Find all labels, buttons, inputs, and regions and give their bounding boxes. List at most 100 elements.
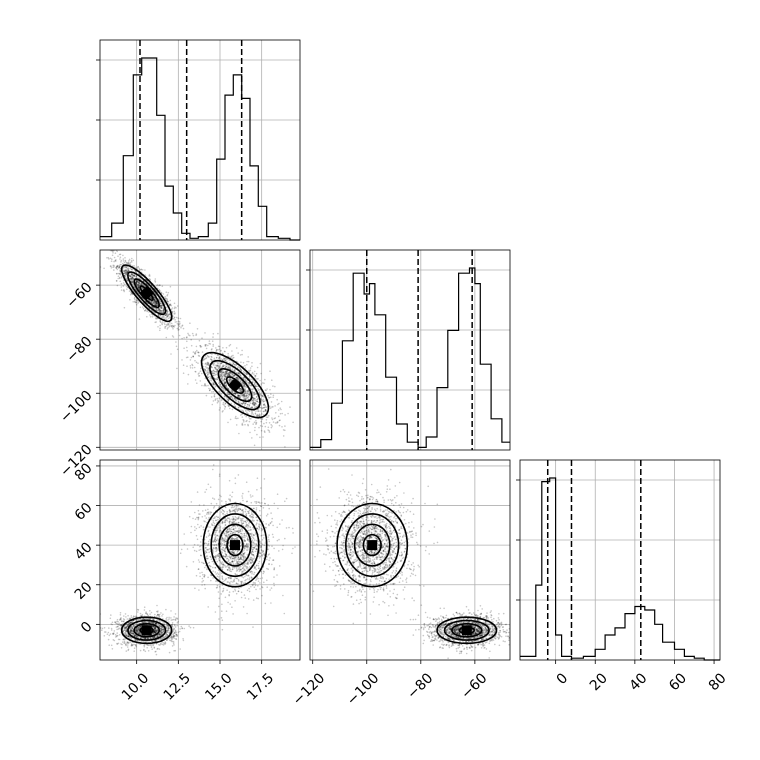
sample-point — [244, 410, 247, 412]
sample-point — [107, 631, 110, 634]
sample-point — [239, 387, 241, 390]
sample-point — [173, 616, 175, 618]
sample-point — [125, 629, 128, 631]
sample-point — [244, 383, 246, 386]
sample-point — [132, 278, 135, 280]
sample-point — [154, 302, 156, 304]
sample-point — [254, 375, 257, 378]
sample-point — [225, 365, 228, 368]
sample-point — [135, 299, 138, 302]
sample-point — [243, 398, 246, 400]
sample-point — [112, 266, 114, 269]
sample-point — [127, 648, 130, 651]
sample-point — [205, 372, 207, 374]
sample-point — [155, 301, 158, 303]
sample-point — [247, 389, 249, 392]
sample-point — [237, 378, 239, 380]
sample-point — [238, 373, 241, 375]
sample-point — [182, 327, 185, 330]
sample-point — [207, 363, 209, 365]
sample-point — [228, 374, 231, 377]
sample-point — [254, 402, 257, 404]
sample-point — [132, 275, 134, 277]
sample-point — [243, 371, 245, 374]
sample-point — [120, 286, 123, 288]
sample-point — [149, 610, 151, 612]
sample-point — [258, 414, 260, 417]
sample-point — [173, 632, 176, 634]
sample-point — [248, 371, 251, 373]
sample-point — [159, 306, 162, 308]
sample-point — [226, 374, 229, 377]
sample-point — [231, 350, 233, 352]
sample-point — [115, 267, 118, 270]
sample-point — [194, 359, 196, 362]
sample-point — [161, 316, 163, 318]
density-contour — [133, 278, 161, 309]
sample-point — [154, 629, 157, 631]
sample-point — [112, 250, 114, 252]
sample-point — [233, 369, 236, 372]
sample-point — [255, 420, 257, 422]
sample-point — [197, 373, 200, 375]
sample-point — [162, 309, 165, 312]
sample-point — [143, 606, 146, 608]
sample-point — [126, 262, 129, 265]
sample-point — [129, 299, 131, 301]
sample-point — [155, 300, 158, 303]
sample-point — [166, 299, 168, 302]
sample-point — [166, 634, 169, 636]
sample-point — [101, 629, 103, 631]
sample-point — [235, 347, 238, 349]
sample-point — [134, 301, 136, 303]
sample-point — [225, 346, 228, 349]
sample-point — [173, 316, 176, 319]
sample-point — [137, 281, 139, 284]
sample-point — [195, 333, 198, 335]
sample-point — [155, 301, 158, 304]
sample-point — [122, 285, 125, 287]
sample-point — [132, 274, 134, 276]
sample-point — [209, 389, 211, 392]
sample-point — [207, 376, 209, 379]
sample-point — [206, 354, 209, 357]
sample-point — [194, 352, 197, 355]
sample-point — [166, 310, 168, 312]
sample-point — [171, 326, 174, 329]
sample-point — [227, 387, 229, 390]
sample-point — [257, 378, 259, 380]
sample-point — [128, 617, 131, 620]
sample-point — [130, 274, 133, 276]
sample-point — [209, 375, 211, 378]
sample-point — [174, 618, 177, 621]
sample-point — [206, 363, 209, 366]
sample-point — [209, 379, 211, 382]
sample-point — [137, 284, 139, 286]
sample-point — [139, 306, 142, 309]
sample-point — [187, 334, 190, 336]
sample-point — [218, 348, 221, 351]
sample-point — [161, 307, 163, 309]
sample-point — [210, 396, 213, 398]
sample-point — [138, 632, 141, 635]
sample-point — [176, 323, 179, 325]
sample-point — [246, 392, 248, 394]
sample-point — [196, 382, 198, 385]
sample-point — [172, 632, 175, 635]
sample-point — [231, 408, 234, 411]
sample-point — [224, 375, 226, 378]
sample-point — [204, 368, 206, 371]
sample-point — [186, 365, 188, 368]
sample-point — [135, 270, 137, 273]
sample-point — [154, 623, 157, 625]
sample-point — [264, 406, 267, 408]
sample-point — [245, 401, 247, 404]
sample-point — [157, 647, 159, 650]
sample-point — [204, 344, 206, 346]
sample-point — [159, 644, 161, 646]
sample-point — [267, 426, 270, 429]
sample-point — [155, 321, 157, 323]
sample-point — [166, 300, 169, 303]
sample-point — [138, 622, 141, 625]
sample-point — [204, 362, 207, 365]
